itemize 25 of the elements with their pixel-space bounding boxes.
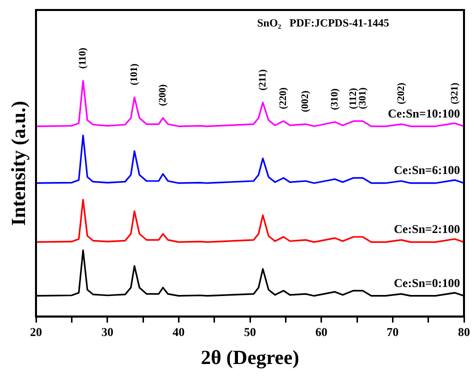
series-label: Ce:Sn=6:100	[394, 163, 460, 178]
x-tick-label: 70	[386, 324, 399, 339]
x-tick-label: 20	[30, 324, 42, 339]
x-tick-label: 40	[172, 324, 185, 339]
annotation: (211)	[257, 69, 268, 90]
series-label: Ce:Sn=2:100	[394, 222, 460, 236]
annotation: (310)	[329, 88, 340, 110]
annotation: (321)	[449, 82, 460, 104]
annotation: (002)	[300, 90, 312, 112]
series-label: Ce:Sn=10:100	[388, 106, 460, 120]
x-tick-label: 60	[315, 324, 328, 339]
annotation: (110)	[78, 48, 89, 69]
y-axis-title: Intensity (a.u.)	[8, 100, 30, 226]
annotation: (301)	[357, 87, 368, 110]
annotation: (200)	[158, 84, 169, 106]
x-tick-label: 50	[244, 324, 256, 339]
annotation: (202)	[396, 82, 407, 104]
annotation: (220)	[278, 87, 290, 110]
x-tick-label: 30	[101, 324, 114, 339]
annotation: (112)	[348, 88, 360, 110]
text: SnO₂ PDF:JCPDS-41-1445	[257, 17, 390, 30]
series-label: Ce:Sn=0:100	[394, 276, 460, 290]
x-tick-label: 80	[458, 324, 470, 339]
annotation: (101)	[129, 64, 140, 86]
x-axis-title: 2θ (Degree)	[200, 347, 300, 370]
